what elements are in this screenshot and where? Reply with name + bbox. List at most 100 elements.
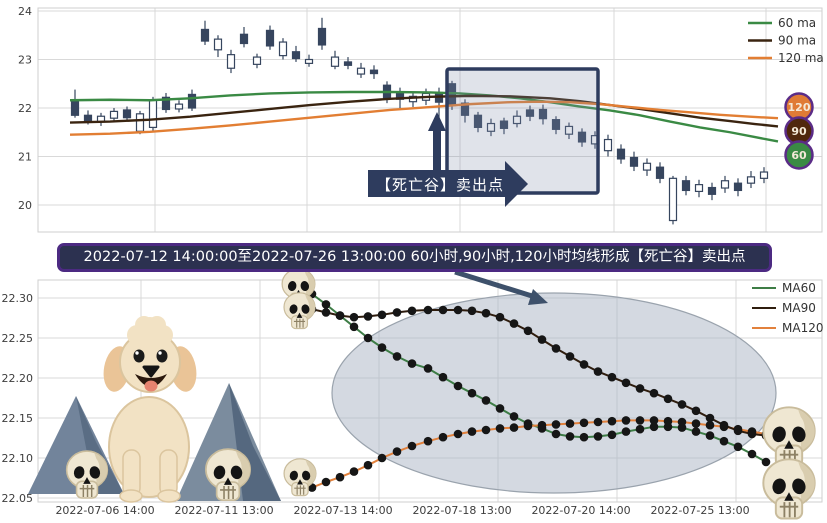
- up-arrow: [428, 112, 446, 194]
- data-point: [523, 421, 533, 431]
- candlestick: [239, 33, 249, 45]
- candlestick: [525, 109, 535, 117]
- ma-series-MA90: [307, 304, 771, 440]
- data-point: [537, 420, 547, 430]
- candlestick: [564, 125, 574, 135]
- data-point: [635, 424, 645, 434]
- legend-label: 90 ma: [778, 34, 816, 48]
- candlestick: [265, 29, 275, 47]
- data-point: [593, 367, 603, 376]
- legend-label: 60 ma: [778, 16, 816, 30]
- y-axis-tick-label: 21: [18, 151, 32, 164]
- data-point: [677, 417, 687, 427]
- data-point: [733, 426, 743, 436]
- candlestick: [278, 41, 288, 57]
- candlestick: [291, 51, 301, 60]
- ma-badge-label: 90: [791, 125, 807, 138]
- data-point: [565, 432, 575, 441]
- legend-label: MA120: [782, 321, 823, 335]
- data-point: [747, 449, 757, 459]
- data-point: [377, 453, 387, 463]
- data-point: [495, 312, 505, 322]
- data-point: [467, 306, 477, 316]
- candlestick: [733, 182, 743, 192]
- data-point: [321, 300, 331, 309]
- candlestick: [83, 114, 93, 122]
- data-point: [392, 308, 402, 317]
- candlestick: [252, 56, 262, 65]
- data-point: [663, 394, 673, 404]
- data-point: [467, 388, 477, 398]
- ma-line-60ma: [69, 90, 779, 143]
- data-point: [621, 416, 631, 425]
- candlestick: [603, 138, 613, 152]
- legend-label: MA60: [782, 281, 816, 295]
- dog-eye: [133, 349, 145, 363]
- data-point: [607, 416, 617, 426]
- candlestick: [668, 177, 678, 222]
- candlestick: [135, 113, 145, 132]
- x-axis-tick-label: 2022-07-25 13:00: [650, 504, 749, 517]
- candlestick: [681, 180, 691, 192]
- data-point: [335, 472, 345, 482]
- x-axis-tick-label: 2022-07-06 14:00: [55, 504, 154, 517]
- data-point: [321, 477, 331, 487]
- candlestick: [174, 103, 184, 110]
- data-point: [635, 384, 645, 393]
- signal-banner: 2022-07-12 14:00:00至2022-07-26 13:00:00 …: [57, 243, 772, 272]
- data-point: [392, 447, 402, 456]
- candlestick: [473, 114, 483, 129]
- data-point: [621, 378, 631, 388]
- data-point: [407, 306, 417, 316]
- data-point: [363, 312, 373, 321]
- candlestick: [707, 186, 717, 195]
- y-axis-tick-label: 23: [18, 54, 32, 67]
- candlestick: [330, 56, 340, 67]
- data-point: [579, 432, 589, 442]
- data-point: [407, 359, 417, 368]
- skull-icon: [762, 458, 816, 520]
- data-point: [733, 442, 743, 452]
- candlestick: [122, 109, 132, 119]
- data-point: [363, 460, 373, 470]
- data-point: [438, 372, 448, 382]
- candlestick: [304, 58, 314, 64]
- data-point: [607, 372, 617, 382]
- data-point: [349, 322, 359, 332]
- candlestick: [343, 61, 353, 66]
- data-point: [705, 413, 715, 423]
- data-point: [649, 416, 659, 425]
- x-axis-tick-label: 2022-07-20 14:00: [531, 504, 630, 517]
- data-point: [607, 430, 617, 440]
- data-point: [719, 436, 729, 446]
- data-point: [495, 424, 505, 433]
- data-point: [593, 417, 603, 427]
- data-point: [579, 360, 589, 369]
- y-axis-tick-label: 22.10: [2, 452, 34, 465]
- data-point: [335, 311, 345, 320]
- data-point: [392, 352, 402, 361]
- x-axis-tick-label: 2022-07-11 13:00: [174, 504, 273, 517]
- candles: [70, 17, 769, 225]
- ma-badges: 120 90 60: [784, 92, 814, 170]
- candlestick: [694, 184, 704, 193]
- data-point: [363, 333, 373, 343]
- candlestick: [200, 28, 210, 42]
- candlestick: [317, 27, 327, 46]
- data-point: [423, 436, 433, 446]
- data-point: [565, 419, 575, 428]
- x-axis-tick-label: 2022-07-18 13:00: [412, 504, 511, 517]
- banner-arrow: [454, 269, 548, 305]
- data-point: [621, 427, 631, 436]
- data-point: [523, 326, 533, 336]
- candlestick: [746, 176, 756, 184]
- ma-badge: [784, 140, 814, 170]
- y-axis-tick-label: 22.15: [2, 412, 34, 425]
- data-point: [321, 308, 331, 317]
- data-point: [649, 422, 659, 432]
- data-point: [649, 388, 659, 398]
- data-point: [719, 420, 729, 430]
- x-axis-tick-label: 2022-07-13 14:00: [293, 504, 392, 517]
